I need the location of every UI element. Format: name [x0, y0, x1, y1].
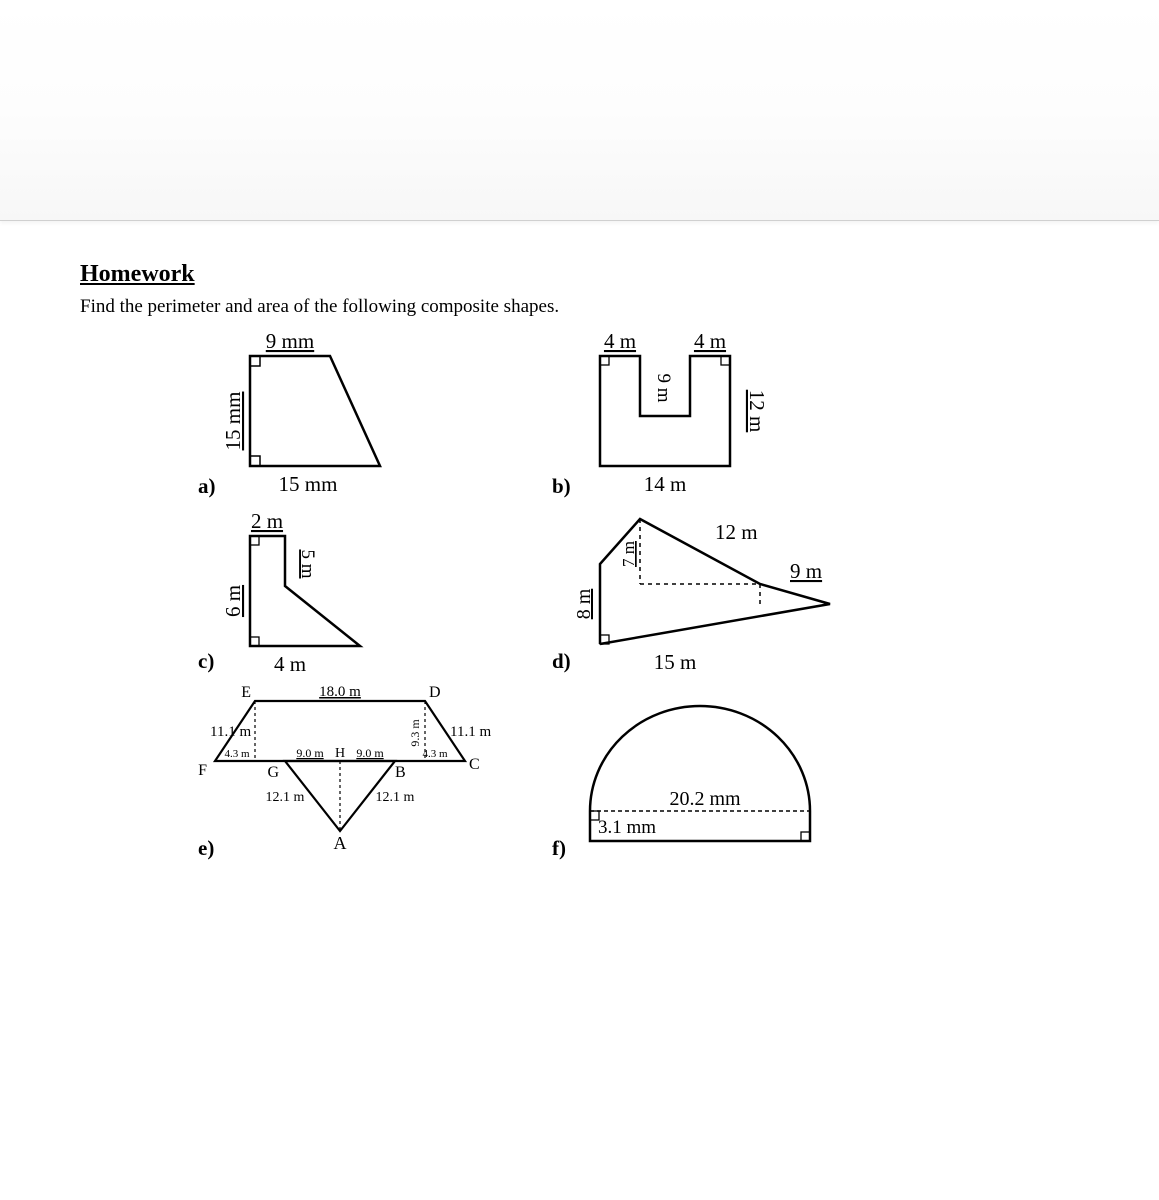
- shape-d: 7 m 8 m 12 m 9 m 15 m: [550, 504, 870, 679]
- shape-c: 2 m 6 m 5 m 4 m: [200, 506, 420, 676]
- shape-f: 20.2 mm 3.1 mm: [560, 681, 860, 861]
- e-pt-D: D: [429, 684, 441, 701]
- e-pt-F: F: [198, 762, 207, 779]
- c-left: 6 m: [221, 585, 245, 617]
- e-EF: 11.1 m: [210, 724, 251, 740]
- e-pt-C: C: [469, 756, 480, 773]
- d-bottom: 15 m: [654, 650, 697, 674]
- shape-a: 9 mm 15 mm 15 mm: [200, 326, 420, 496]
- e-GA: 12.1 m: [266, 790, 305, 805]
- e-pt-H: H: [335, 746, 345, 761]
- page-header-spacer: [0, 0, 1159, 221]
- problems-grid: a) b) c) d) e) f) 9 mm 15 mm 15 mm 4 m: [80, 326, 900, 926]
- d-leftupper: 7 m: [619, 541, 638, 567]
- c-top: 2 m: [251, 509, 283, 533]
- worksheet-content: Homework Find the perimeter and area of …: [0, 261, 1159, 966]
- e-pt-B: B: [395, 764, 406, 781]
- b-notch: 9 m: [653, 373, 674, 402]
- d-hyp: 12 m: [715, 520, 758, 544]
- e-FG: 4.3 m: [224, 748, 250, 760]
- e-height: 9.3 m: [408, 719, 422, 747]
- shape-e: 18.0 m 11.1 m 11.1 m 4.3 m 9.0 m 9.0 m 4…: [175, 681, 505, 861]
- d-right: 9 m: [790, 559, 822, 583]
- e-BA: 12.1 m: [376, 790, 415, 805]
- e-pt-G: G: [267, 764, 279, 781]
- b-topleft: 4 m: [604, 329, 636, 353]
- f-diameter: 20.2 mm: [669, 788, 741, 810]
- e-ED: 18.0 m: [319, 684, 361, 700]
- e-BC: 4.3 m: [422, 748, 448, 760]
- d-leftfull: 8 m: [573, 588, 595, 619]
- worksheet-title: Homework: [80, 261, 1099, 288]
- a-top: 9 mm: [266, 329, 314, 353]
- c-inner: 5 m: [297, 549, 318, 578]
- e-GH: 9.0 m: [296, 746, 324, 760]
- c-bottom: 4 m: [274, 652, 306, 676]
- b-right: 12 m: [745, 390, 769, 433]
- e-HB: 9.0 m: [356, 746, 384, 760]
- a-bottom: 15 mm: [279, 472, 338, 496]
- e-pt-E: E: [241, 684, 251, 701]
- shape-b: 4 m 4 m 9 m 12 m 14 m: [560, 326, 810, 496]
- b-topright: 4 m: [694, 329, 726, 353]
- worksheet-instruction: Find the perimeter and area of the follo…: [80, 296, 1099, 318]
- f-side: 3.1 mm: [598, 817, 656, 838]
- e-pt-A: A: [334, 833, 347, 853]
- e-DC: 11.1 m: [450, 724, 491, 740]
- b-bottom: 14 m: [644, 472, 687, 496]
- a-left: 15 mm: [221, 392, 245, 451]
